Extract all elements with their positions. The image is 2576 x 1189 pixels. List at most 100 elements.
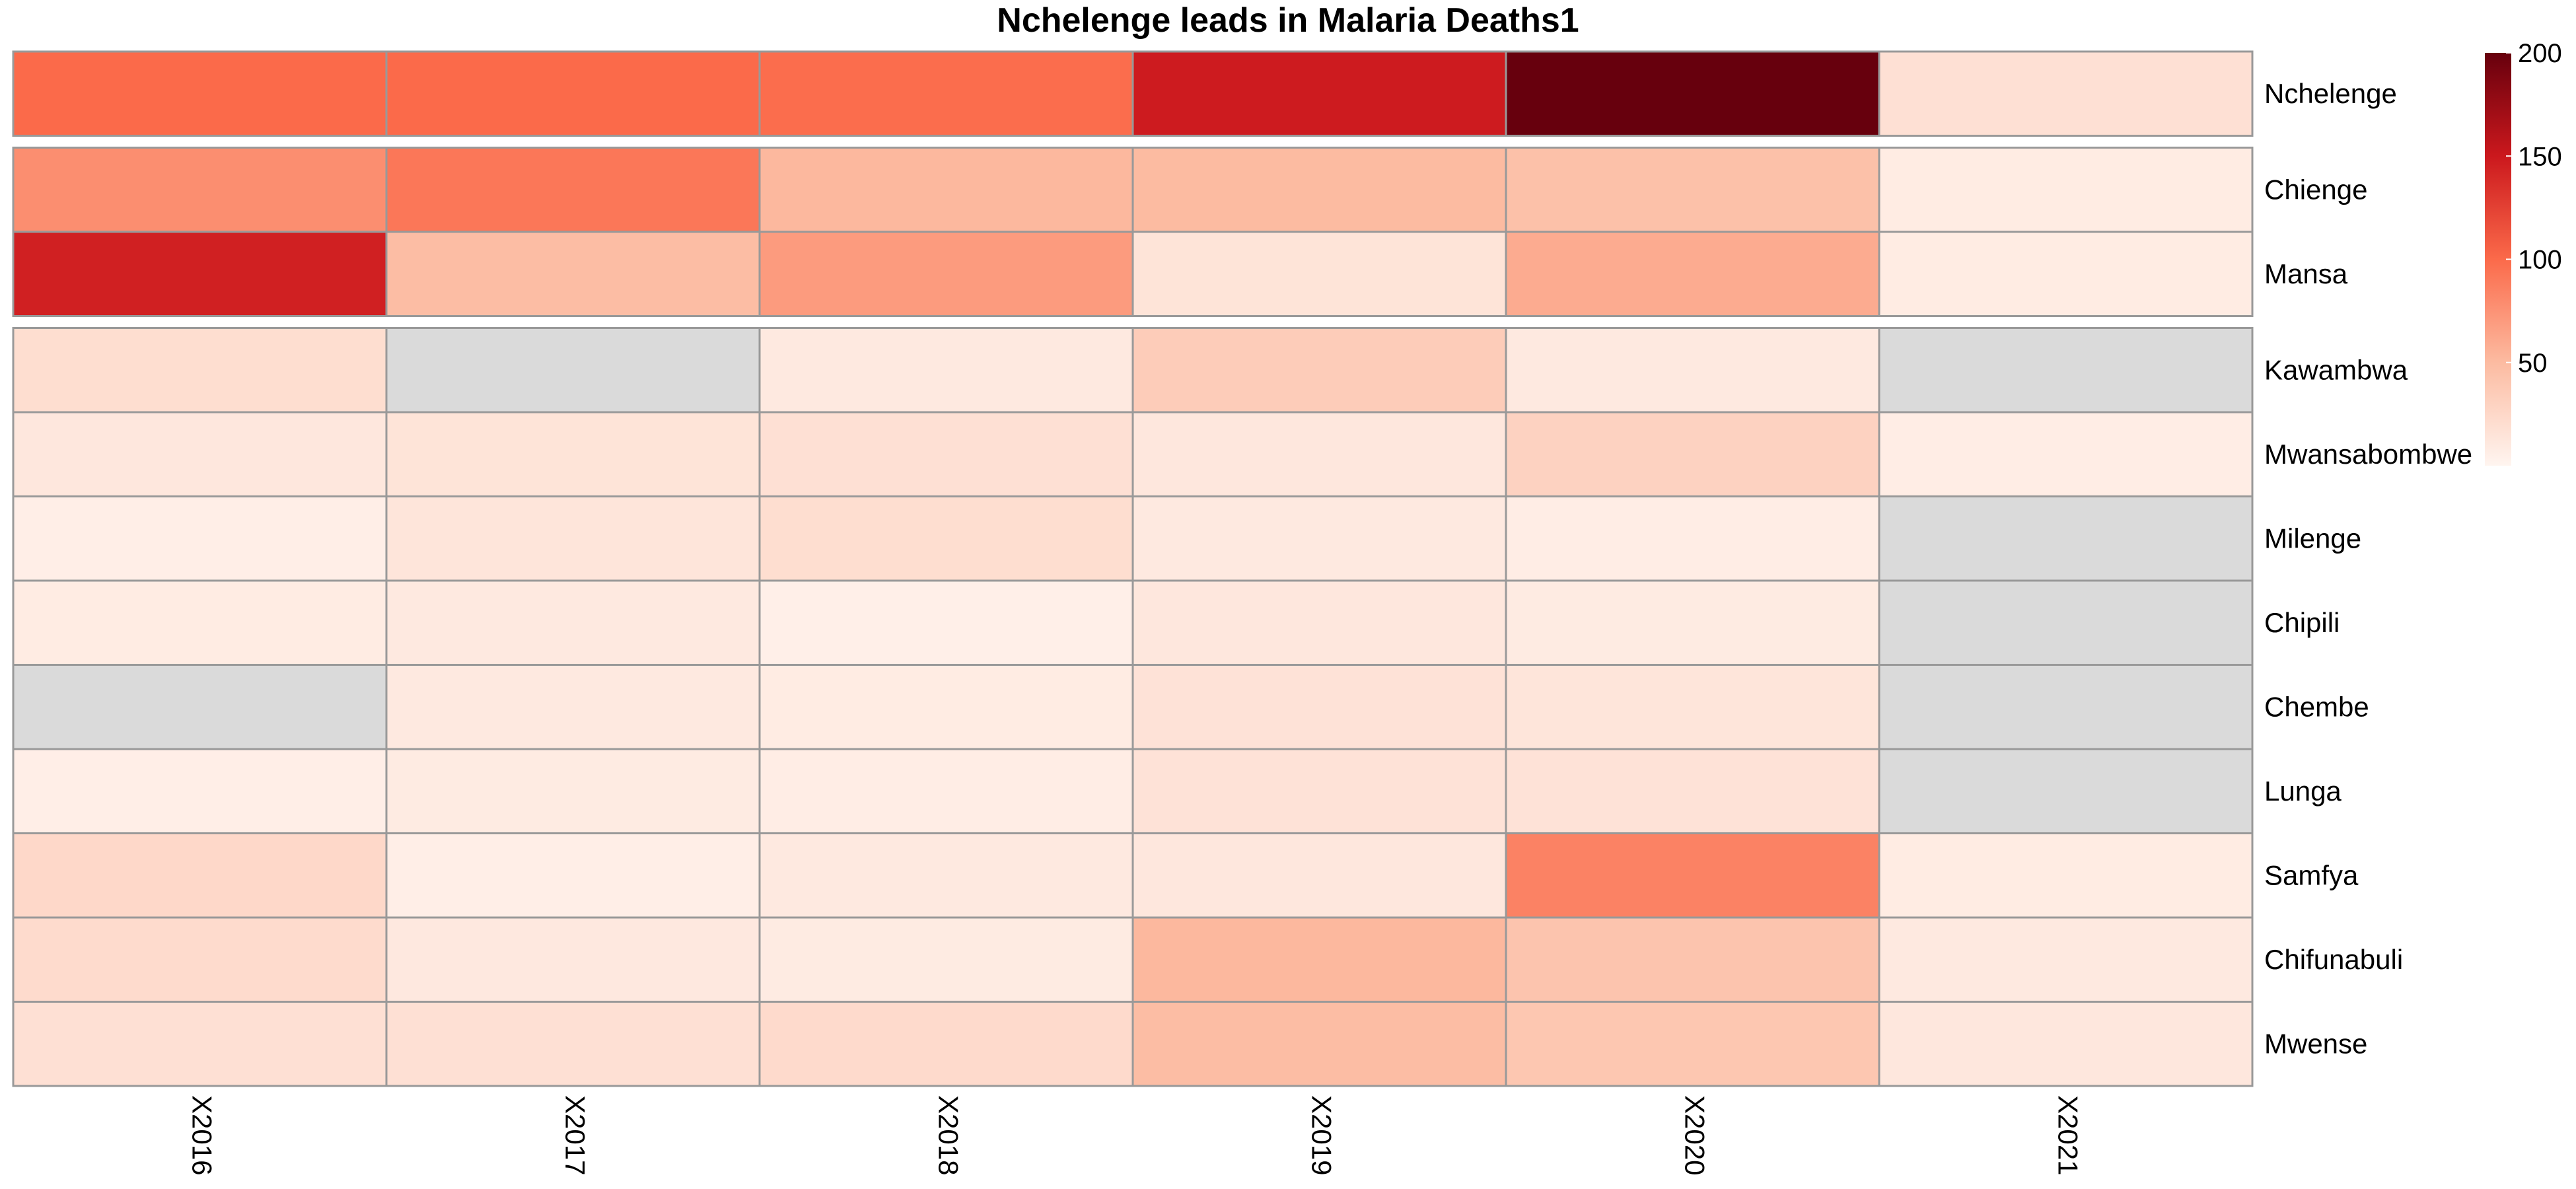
heatmap-cell-mwansabombwe-x2018 — [758, 411, 1134, 497]
heatmap-cell-chifunabuli-x2019 — [1131, 916, 1507, 1003]
heatmap-cell-chipili-x2018 — [758, 579, 1134, 666]
heatmap-cell-milenge-x2017 — [385, 495, 761, 582]
heatmap-cell-chifunabuli-x2021 — [1878, 916, 2254, 1003]
heatmap-cell-chienge-x2019 — [1131, 147, 1507, 233]
heatmap-cell-mwansabombwe-x2017 — [385, 411, 761, 497]
legend-tick-label-100: 100 — [2518, 246, 2562, 275]
heatmap-cell-nchelenge-x2016 — [12, 50, 388, 137]
heatmap-cell-samfya-x2016 — [12, 832, 388, 919]
heatmap-cells — [12, 50, 2254, 1087]
heatmap-cell-chienge-x2017 — [385, 147, 761, 233]
column-label-x2018: X2018 — [933, 1095, 964, 1175]
heatmap-cell-nchelenge-x2019 — [1131, 50, 1507, 137]
column-labels: X2016 X2017 X2018 X2019 X2020 X2021 — [186, 1095, 2083, 1175]
row-label-milenge: Milenge — [2264, 522, 2361, 554]
heatmap-cell-mwansabombwe-x2016 — [12, 411, 388, 497]
heatmap-cell-mwense-x2021 — [1878, 1001, 2254, 1087]
heatmap-cell-lunga-x2021 — [1878, 748, 2254, 834]
heatmap-cell-samfya-x2019 — [1131, 832, 1507, 919]
row-label-chienge: Chienge — [2264, 174, 2367, 205]
column-label-x2016: X2016 — [186, 1095, 217, 1175]
color-legend: 50 100 150 200 — [2485, 39, 2562, 466]
column-label-x2021: X2021 — [2052, 1095, 2083, 1175]
heatmap-cell-mansa-x2021 — [1878, 231, 2254, 317]
heatmap-cell-chembe-x2020 — [1505, 664, 1880, 750]
heatmap-cell-chienge-x2016 — [12, 147, 388, 233]
heatmap-cell-lunga-x2020 — [1505, 748, 1880, 834]
heatmap-cell-mansa-x2019 — [1131, 231, 1507, 317]
row-label-chipili: Chipili — [2264, 607, 2340, 638]
heatmap-cell-kawambwa-x2018 — [758, 327, 1134, 414]
heatmap-cell-chienge-x2020 — [1505, 147, 1880, 233]
heatmap-cell-milenge-x2018 — [758, 495, 1134, 582]
heatmap-cell-chienge-x2021 — [1878, 147, 2254, 233]
heatmap-cell-chipili-x2017 — [385, 579, 761, 666]
heatmap-cell-chifunabuli-x2017 — [385, 916, 761, 1003]
heatmap-cell-lunga-x2019 — [1131, 748, 1507, 834]
heatmap-cell-mwense-x2018 — [758, 1001, 1134, 1087]
heatmap-cell-mwansabombwe-x2020 — [1505, 411, 1880, 497]
heatmap-cell-chifunabuli-x2020 — [1505, 916, 1880, 1003]
column-label-x2019: X2019 — [1306, 1095, 1337, 1175]
heatmap-cell-mwense-x2020 — [1505, 1001, 1880, 1087]
heatmap-cell-milenge-x2021 — [1878, 495, 2254, 582]
row-label-samfya: Samfya — [2264, 859, 2359, 890]
heatmap-cell-mwense-x2017 — [385, 1001, 761, 1087]
heatmap-cell-mwansabombwe-x2019 — [1131, 411, 1507, 497]
heatmap-cell-kawambwa-x2021 — [1878, 327, 2254, 414]
heatmap-cell-chembe-x2019 — [1131, 664, 1507, 750]
row-label-mansa: Mansa — [2264, 258, 2348, 289]
heatmap-cell-nchelenge-x2018 — [758, 50, 1134, 137]
row-label-mwense: Mwense — [2264, 1028, 2367, 1059]
legend-tick-label-150: 150 — [2518, 142, 2562, 171]
heatmap-cell-chembe-x2016 — [12, 664, 388, 750]
row-label-lunga: Lunga — [2264, 775, 2342, 807]
heatmap-cell-chipili-x2016 — [12, 579, 388, 666]
legend-tick-label-50: 50 — [2518, 349, 2548, 378]
heatmap-cell-chifunabuli-x2018 — [758, 916, 1134, 1003]
row-label-kawambwa: Kawambwa — [2264, 354, 2408, 385]
heatmap-cell-kawambwa-x2017 — [385, 327, 761, 414]
heatmap-cell-chifunabuli-x2016 — [12, 916, 388, 1003]
heatmap-cell-mwense-x2019 — [1131, 1001, 1507, 1087]
heatmap-cell-nchelenge-x2017 — [385, 50, 761, 137]
heatmap-cell-chienge-x2018 — [758, 147, 1134, 233]
heatmap-cell-chipili-x2020 — [1505, 579, 1880, 666]
heatmap-cell-samfya-x2021 — [1878, 832, 2254, 919]
heatmap-cell-nchelenge-x2021 — [1878, 50, 2254, 137]
heatmap-cell-chipili-x2021 — [1878, 579, 2254, 666]
row-label-chifunabuli: Chifunabuli — [2264, 944, 2403, 975]
heatmap-cell-milenge-x2019 — [1131, 495, 1507, 582]
heatmap-cell-kawambwa-x2016 — [12, 327, 388, 414]
column-label-x2017: X2017 — [559, 1095, 590, 1175]
heatmap-cell-lunga-x2017 — [385, 748, 761, 834]
row-label-mwansabombwe: Mwansabombwe — [2264, 439, 2472, 470]
heatmap-cell-milenge-x2016 — [12, 495, 388, 582]
heatmap-cell-lunga-x2018 — [758, 748, 1134, 834]
heatmap-cell-kawambwa-x2019 — [1131, 327, 1507, 414]
row-labels: Nchelenge Chienge Mansa Kawambwa Mwansabombw… — [2264, 78, 2472, 1060]
heatmap-cell-samfya-x2017 — [385, 832, 761, 919]
heatmap-cell-mansa-x2016 — [12, 231, 388, 317]
column-label-x2020: X2020 — [1679, 1095, 1710, 1175]
row-label-nchelenge: Nchelenge — [2264, 78, 2397, 109]
row-label-chembe: Chembe — [2264, 691, 2369, 722]
heatmap-cell-mansa-x2018 — [758, 231, 1134, 317]
heatmap-cell-chembe-x2021 — [1878, 664, 2254, 750]
heatmap-cell-milenge-x2020 — [1505, 495, 1880, 582]
heatmap-cell-samfya-x2018 — [758, 832, 1134, 919]
heatmap-cell-mwansabombwe-x2021 — [1878, 411, 2254, 497]
heatmap-cell-nchelenge-x2020 — [1505, 50, 1880, 137]
legend-tick-label-200: 200 — [2518, 39, 2562, 68]
heatmap-cell-lunga-x2016 — [12, 748, 388, 834]
heatmap-cell-kawambwa-x2020 — [1505, 327, 1880, 414]
heatmap-cell-mwense-x2016 — [12, 1001, 388, 1087]
heatmap-cell-chembe-x2017 — [385, 664, 761, 750]
heatmap-cell-samfya-x2020 — [1505, 832, 1880, 919]
heatmap-cell-chembe-x2018 — [758, 664, 1134, 750]
heatmap-cell-chipili-x2019 — [1131, 579, 1507, 666]
chart-title: Nchelenge leads in Malaria Deaths1 — [997, 1, 1579, 40]
heatmap-cell-mansa-x2020 — [1505, 231, 1880, 317]
heatmap-cell-mansa-x2017 — [385, 231, 761, 317]
